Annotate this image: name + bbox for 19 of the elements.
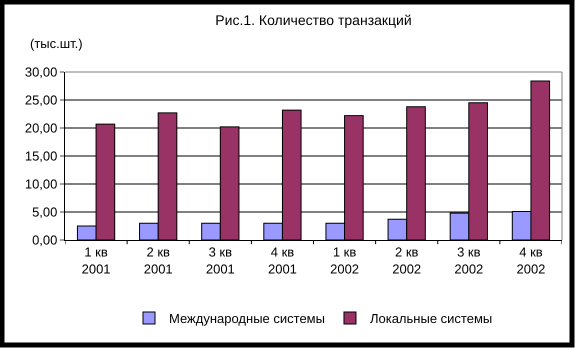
y-tick-label: 25,00: [24, 92, 58, 108]
y-tick-label: 10,00: [24, 176, 58, 192]
x-tick-label: 4 кв 2001: [268, 244, 297, 276]
x-tick-label: 3 кв 2001: [206, 244, 235, 276]
x-tick-label: 2 кв 2001: [144, 244, 173, 276]
y-tick-label: 30,00: [24, 64, 58, 80]
y-tick-label: 5,00: [32, 204, 58, 220]
x-tick-label: 3 кв 2002: [454, 244, 484, 276]
y-tick-label: 0,00: [32, 232, 58, 248]
y-tick-label: 20,00: [24, 120, 58, 136]
legend-label: Локальные системы: [370, 311, 492, 326]
y-axis-title: (тыс.шт.): [30, 36, 83, 51]
x-tick-label: 1 кв 2001: [82, 244, 111, 276]
legend-label: Международные системы: [169, 311, 325, 326]
x-tick-label: 4 кв 2002: [516, 244, 546, 276]
x-tick-label: 2 кв 2002: [392, 244, 422, 276]
chart-title: Рис.1. Количество транзакций: [215, 12, 412, 28]
y-tick-label: 15,00: [24, 148, 58, 164]
x-tick-label: 1 кв 2002: [330, 244, 360, 276]
